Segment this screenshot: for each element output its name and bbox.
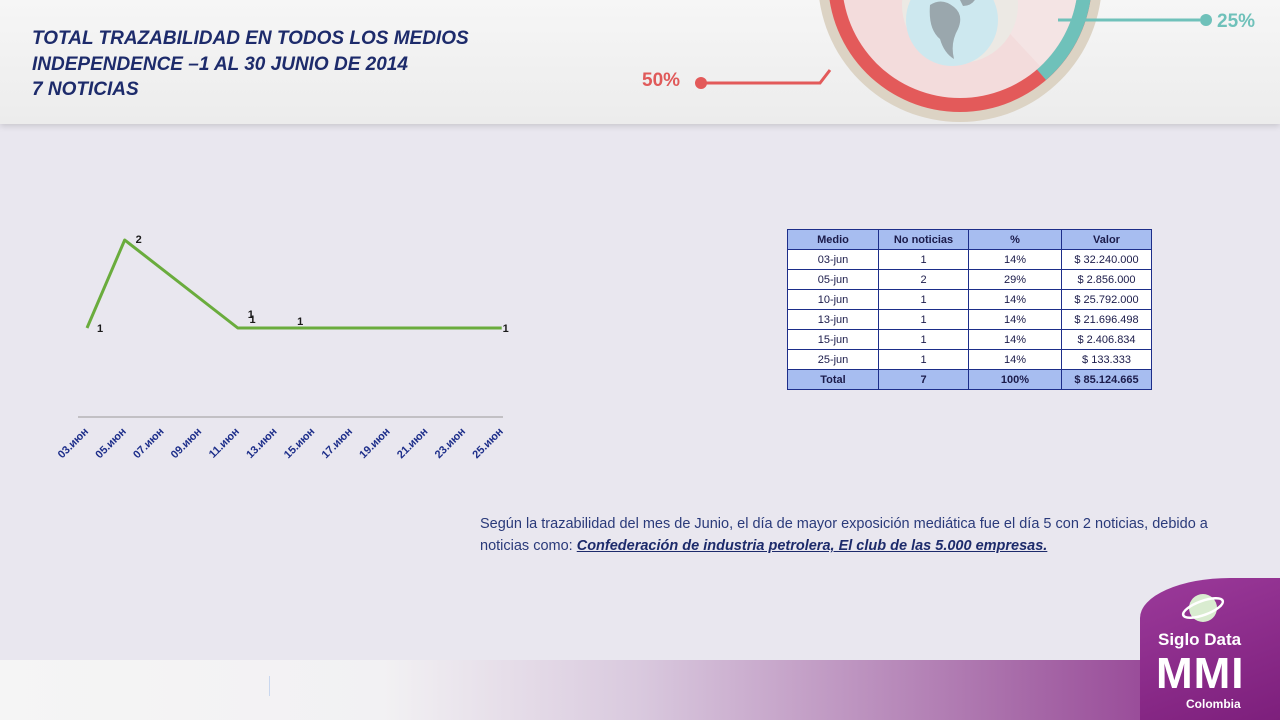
header-band: 25% 50% TOTAL TRAZABILIDAD EN TODOS LOS … bbox=[0, 0, 1280, 124]
brand-acronym: MMI bbox=[1156, 649, 1245, 698]
table-cell: $ 2.856.000 bbox=[1061, 269, 1152, 290]
table-cell: $ 21.696.498 bbox=[1061, 309, 1152, 330]
x-tick-label: 09.июн bbox=[169, 426, 204, 461]
table-cell: 100% bbox=[968, 369, 1062, 390]
table-cell: 2 bbox=[878, 269, 969, 290]
table-cell: 25-jun bbox=[787, 349, 879, 370]
x-tick-label: 07.июн bbox=[131, 426, 166, 461]
title-line-2: INDEPENDENCE –1 AL 30 JUNIO DE 2014 bbox=[32, 53, 408, 75]
table-cell: 13-jun bbox=[787, 309, 879, 330]
table-total-row: Total 7 100% $ 85.124.665 bbox=[787, 369, 1152, 390]
x-tick-label: 23.июн bbox=[433, 426, 468, 461]
data-label: 1 bbox=[297, 316, 303, 328]
table-row: 25-jun 1 14% $ 133.333 bbox=[787, 349, 1152, 370]
table-header-cell: Valor bbox=[1061, 229, 1152, 250]
table-cell: 15-jun bbox=[787, 329, 879, 350]
table-cell: 10-jun bbox=[787, 289, 879, 310]
table-cell: $ 2.406.834 bbox=[1061, 329, 1152, 350]
table-cell: 1 bbox=[878, 249, 969, 270]
table-row: 03-jun 1 14% $ 32.240.000 bbox=[787, 249, 1152, 270]
data-label: 2 bbox=[136, 234, 142, 246]
x-tick-label: 21.июн bbox=[395, 426, 430, 461]
table-header-cell: Medio bbox=[787, 229, 879, 250]
x-tick-label: 11.июн bbox=[207, 426, 242, 461]
decorative-donut-graphic bbox=[695, 0, 1212, 122]
table-cell: 1 bbox=[878, 349, 969, 370]
table-header-cell: No noticias bbox=[878, 229, 969, 250]
table-cell: Total bbox=[787, 369, 879, 390]
x-tick-label: 15.июн bbox=[282, 426, 317, 461]
brand-country: Colombia bbox=[1186, 697, 1241, 711]
table-cell: 14% bbox=[968, 329, 1062, 350]
x-tick-label: 17.июн bbox=[320, 426, 355, 461]
table-header-cell: % bbox=[968, 229, 1062, 250]
table-cell: 29% bbox=[968, 269, 1062, 290]
table-cell: 1 bbox=[878, 309, 969, 330]
deco-pct-25-label: 25% bbox=[1217, 11, 1256, 32]
summary-text: Según la trazabilidad del mes de Junio, … bbox=[480, 516, 1208, 554]
data-label: 1 bbox=[249, 314, 255, 326]
data-label: 1 bbox=[248, 309, 254, 321]
data-table: Medio No noticias % Valor 03-jun 1 14% $… bbox=[787, 229, 1152, 390]
table-cell: 14% bbox=[968, 249, 1062, 270]
table-cell: 7 bbox=[878, 369, 969, 390]
x-tick-label: 25.июн bbox=[470, 426, 505, 461]
x-tick-label: 03.июн bbox=[56, 426, 91, 461]
table-row: 13-jun 1 14% $ 21.696.498 bbox=[787, 309, 1152, 330]
table-cell: 14% bbox=[968, 349, 1062, 370]
table-header-row: Medio No noticias % Valor bbox=[787, 229, 1152, 250]
table-cell: $ 85.124.665 bbox=[1061, 369, 1152, 390]
footer-divider bbox=[269, 676, 270, 696]
series-line bbox=[85, 238, 502, 330]
deco-pct-50-label: 50% bbox=[642, 70, 681, 91]
line-chart: 03.июн 05.июн 07.июн 09.июн 11.июн 13.июн 15.и… bbox=[56, 234, 509, 461]
globe-logo-icon bbox=[1181, 594, 1225, 622]
table-row: 10-jun 1 14% $ 25.792.000 bbox=[787, 289, 1152, 310]
title-line-1: TOTAL TRAZABILIDAD EN TODOS LOS MEDIOS bbox=[32, 28, 469, 49]
x-tick-label: 05.июн bbox=[93, 426, 128, 461]
table-cell: $ 32.240.000 bbox=[1061, 249, 1152, 270]
summary-highlight: Confederación de industria petrolera, El… bbox=[576, 538, 1048, 554]
x-tick-label: 19.июн bbox=[357, 426, 392, 461]
table-row: 15-jun 1 14% $ 2.406.834 bbox=[787, 329, 1152, 350]
x-tick-label: 13.июн bbox=[244, 426, 279, 461]
title-line-3: 7 NOTICIAS bbox=[32, 79, 139, 100]
table-cell: 14% bbox=[968, 309, 1062, 330]
page-title: TOTAL TRAZABILIDAD EN TODOS LOS MEDIOS I… bbox=[32, 26, 469, 103]
table-cell: $ 133.333 bbox=[1061, 349, 1152, 370]
data-label: 1 bbox=[503, 323, 509, 335]
brand-name: Siglo Data bbox=[1158, 630, 1242, 649]
table-cell: 1 bbox=[878, 329, 969, 350]
summary-paragraph: Según la trazabilidad del mes de Junio, … bbox=[480, 513, 1260, 557]
table-cell: $ 25.792.000 bbox=[1061, 289, 1152, 310]
table-row: 05-jun 2 29% $ 2.856.000 bbox=[787, 269, 1152, 290]
table-cell: 03-jun bbox=[787, 249, 879, 270]
footer-band bbox=[0, 660, 1280, 720]
table-cell: 1 bbox=[878, 289, 969, 310]
data-label: 1 bbox=[97, 323, 103, 335]
table-cell: 14% bbox=[968, 289, 1062, 310]
table-cell: 05-jun bbox=[787, 269, 879, 290]
